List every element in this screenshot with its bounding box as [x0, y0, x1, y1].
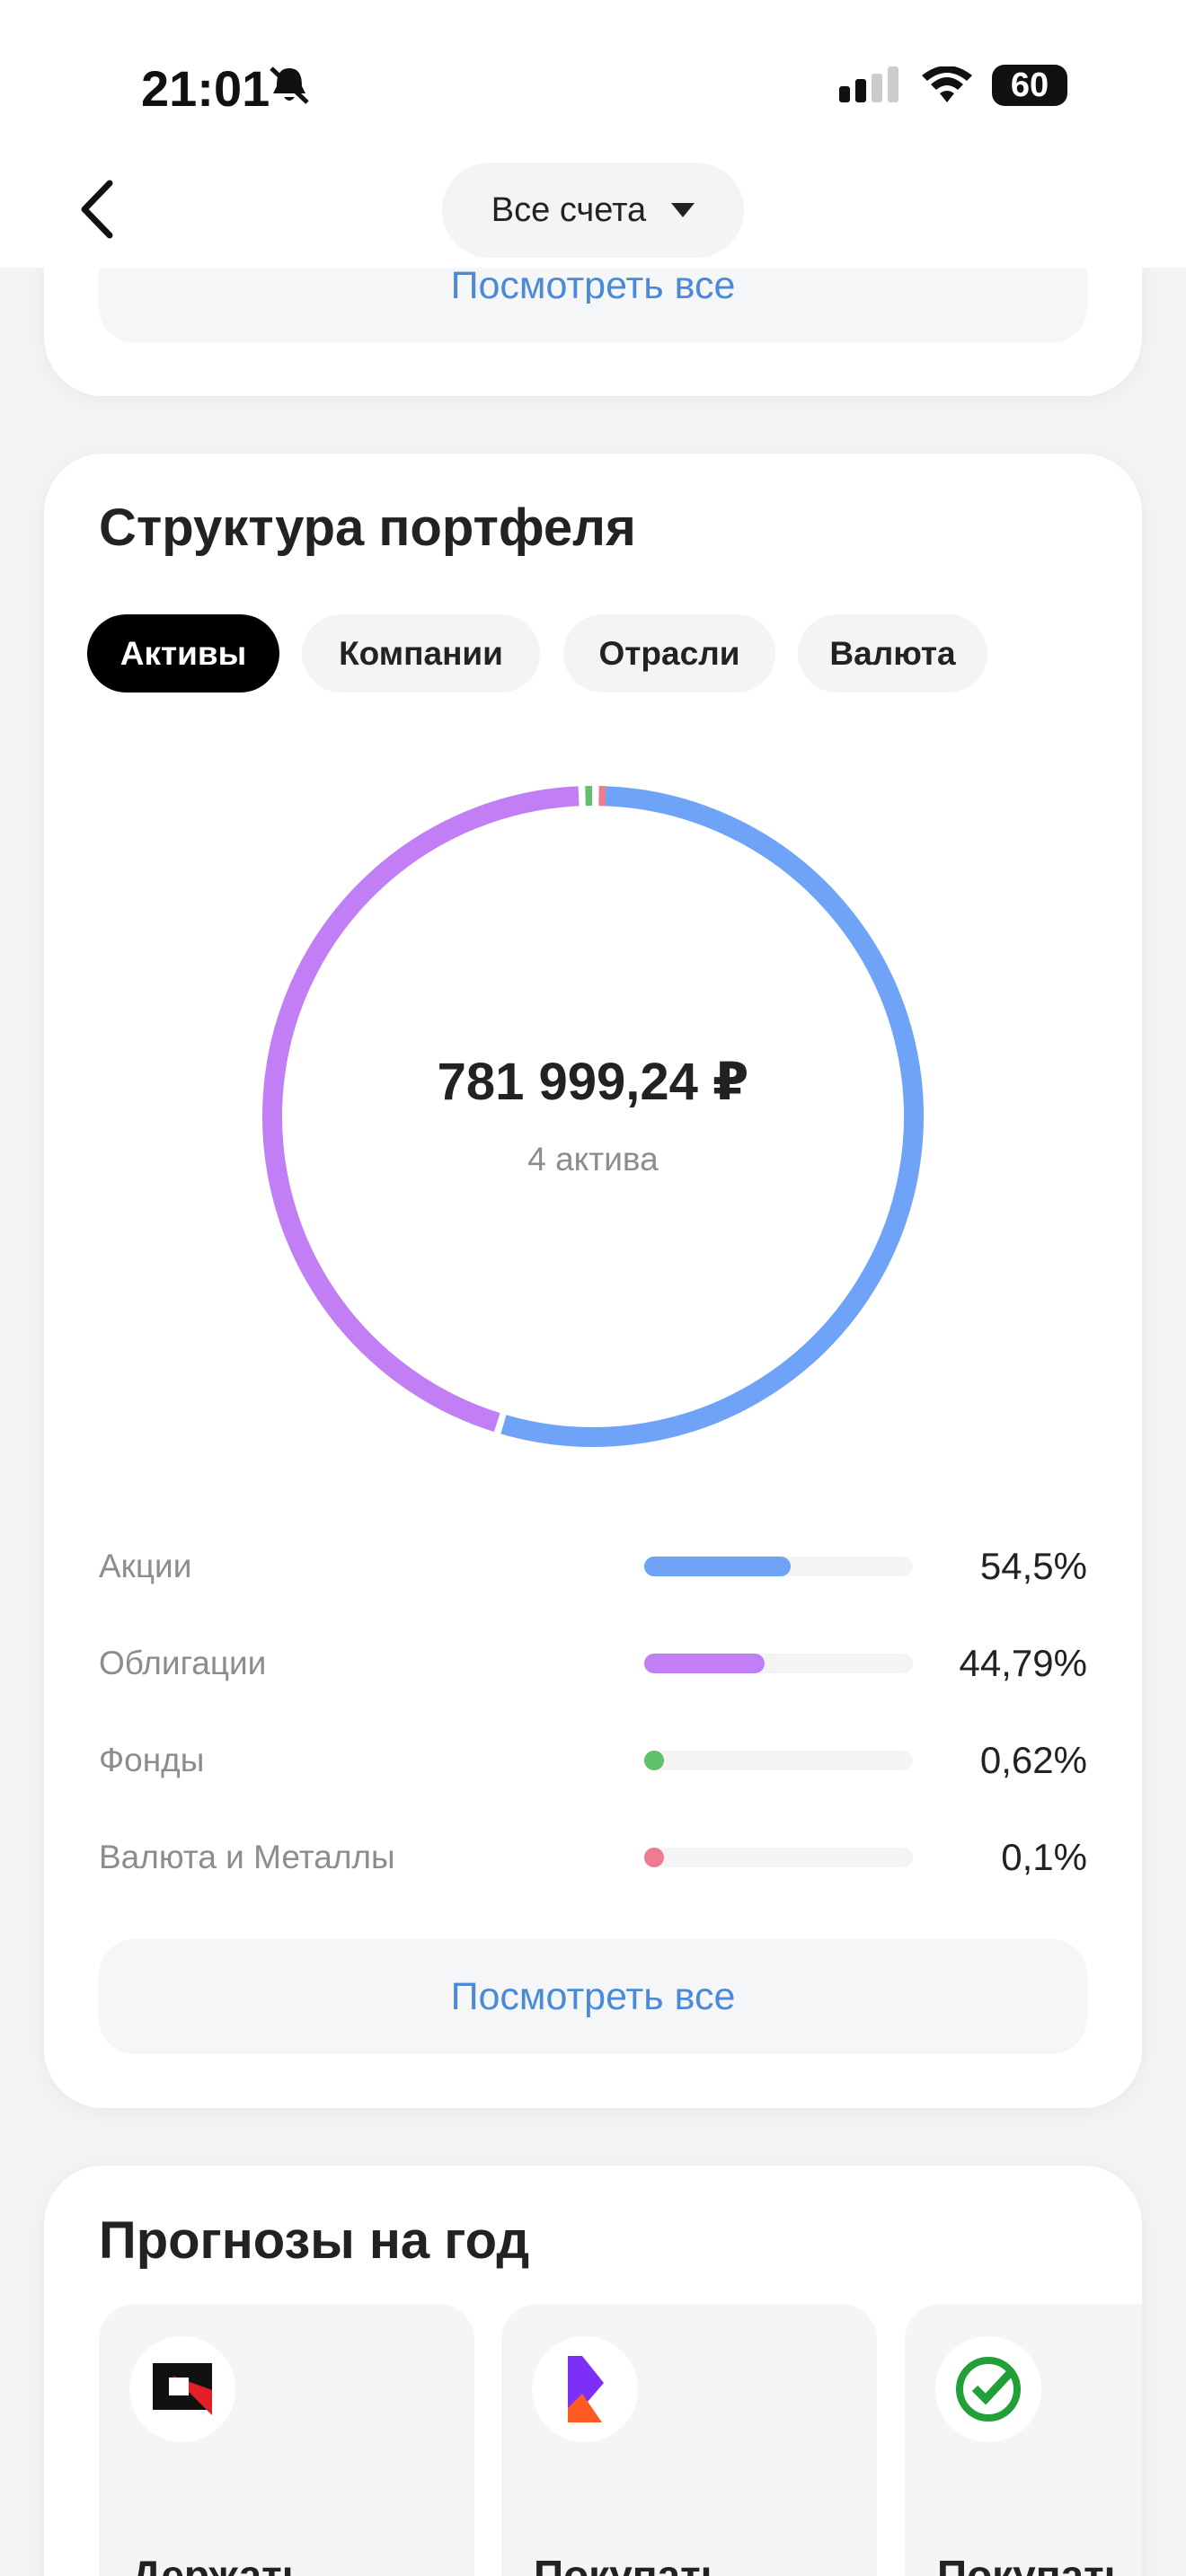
dropdown-arrow — [671, 203, 695, 217]
portfolio-title: Структура портфеля — [99, 498, 636, 557]
bar-track — [644, 1751, 913, 1770]
battery: 60 — [992, 65, 1067, 106]
tab[interactable]: Активы — [87, 614, 279, 693]
mute-icon — [270, 66, 309, 104]
tab[interactable]: Валюта — [798, 614, 987, 693]
percent-label: 0,1% — [1001, 1836, 1087, 1878]
category-label: Фонды — [99, 1742, 205, 1778]
bar-track — [644, 1654, 913, 1673]
forecast-item[interactable]: Покупать — [905, 2304, 1142, 2576]
bar-track — [644, 1557, 913, 1576]
category-label: Облигации — [99, 1645, 267, 1681]
clock: 21:01 — [141, 60, 270, 117]
forecast-label: Покупать — [534, 2552, 726, 2576]
bar-fill — [644, 1654, 765, 1673]
category-label: Акции — [99, 1548, 192, 1584]
company-logo — [935, 2336, 1041, 2442]
donut-segment — [500, 786, 924, 1447]
asset-count: 4 актива — [527, 1141, 659, 1178]
forecast-label: Держать — [131, 2552, 307, 2576]
logo-art — [568, 2356, 604, 2422]
bar-fill — [644, 1751, 664, 1770]
percent-label: 54,5% — [979, 1545, 1087, 1587]
donut-segment — [262, 786, 580, 1433]
back-button[interactable] — [75, 180, 120, 239]
forecast-card: Прогнозы на год Держать Покупать Покупат… — [44, 2166, 1142, 2576]
show-all-link[interactable]: Посмотреть все — [450, 264, 736, 307]
show-all-button[interactable]: Посмотреть все — [99, 1939, 1087, 2054]
bar-fill — [644, 1848, 664, 1867]
bar-fill — [644, 1557, 791, 1576]
tab[interactable]: Компании — [302, 614, 540, 693]
wifi-icon — [922, 66, 972, 102]
percent-label: 44,79% — [959, 1642, 1087, 1684]
account-selector-label: Все счета — [491, 190, 647, 229]
show-all-label: Посмотреть все — [450, 1974, 736, 2018]
portfolio-card — [44, 454, 1142, 2108]
header: 21:01 60 Все счета — [0, 0, 1186, 268]
company-logo — [129, 2336, 235, 2442]
forecast-label: Покупать — [937, 2552, 1129, 2576]
tab[interactable]: Отрасли — [563, 614, 775, 693]
account-selector[interactable]: Все счета — [442, 163, 744, 258]
logo-art — [956, 2357, 1021, 2422]
bar-track — [644, 1848, 913, 1867]
logo-art — [153, 2363, 212, 2415]
donut-chart — [262, 786, 924, 1447]
forecast-title: Прогнозы на год — [99, 2211, 530, 2270]
portfolio-total: 781 999,24 ₽ — [437, 1053, 749, 1111]
percent-label: 0,62% — [979, 1739, 1087, 1781]
forecast-item[interactable]: Покупать — [501, 2304, 877, 2576]
forecast-item[interactable]: Держать — [99, 2304, 474, 2576]
category-label: Валюта и Металлы — [99, 1839, 395, 1875]
signal-icon — [839, 66, 898, 102]
company-logo — [532, 2336, 638, 2442]
